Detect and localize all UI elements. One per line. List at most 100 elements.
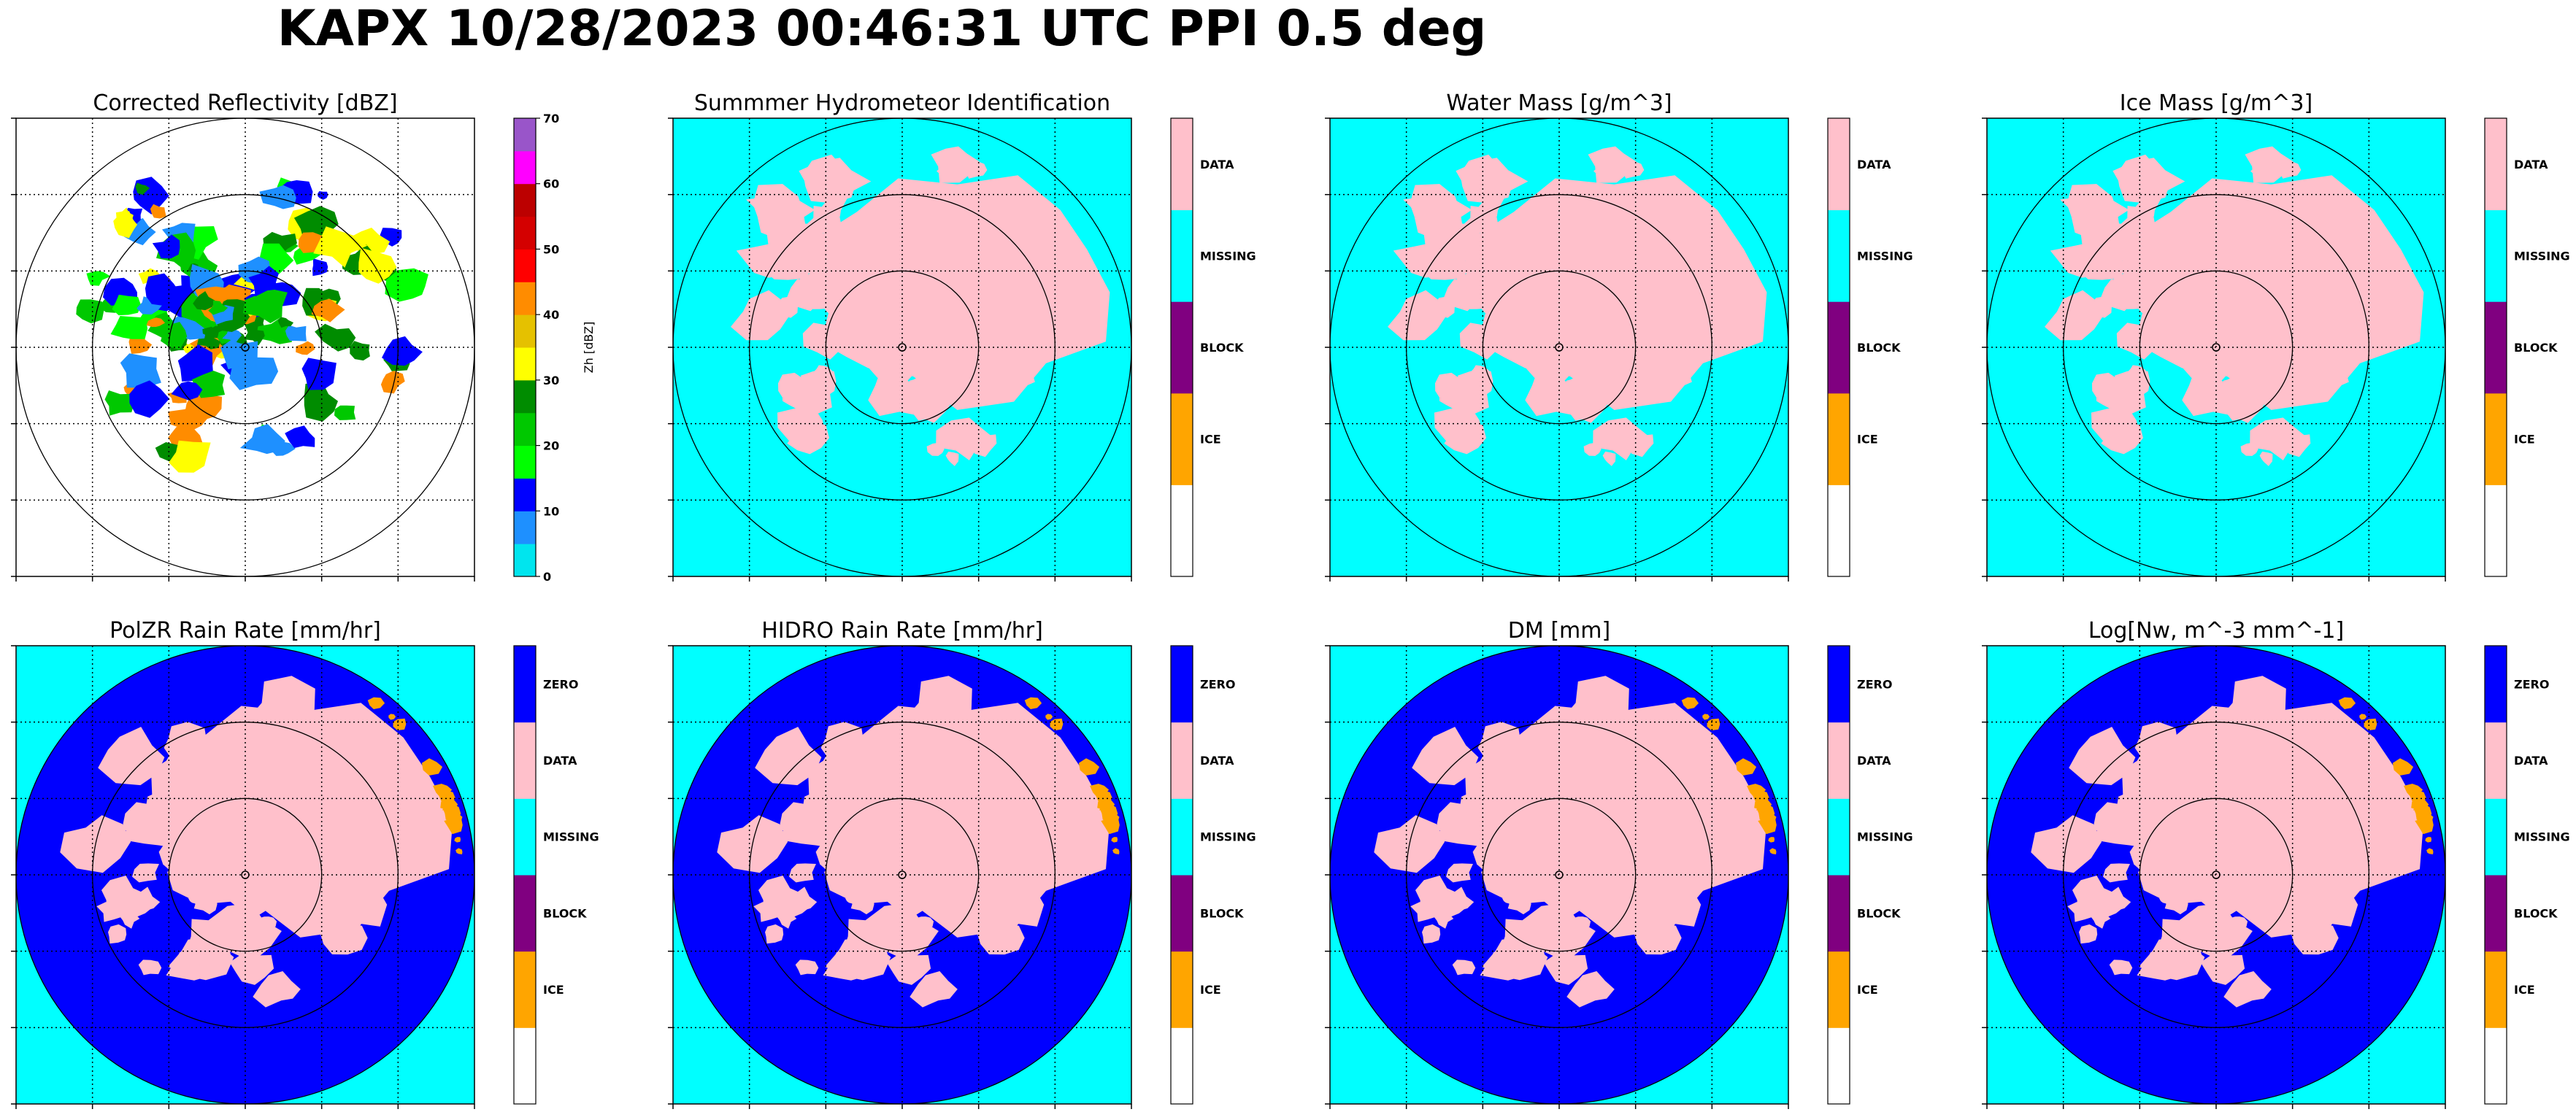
colorbar-segment <box>2485 1027 2507 1105</box>
colorbar-category-label: ICE <box>1200 433 1221 447</box>
colorbar-frame <box>2484 645 2507 1105</box>
echo-region <box>312 258 328 277</box>
panel-title: Ice Mass [g/m^3] <box>2120 90 2312 116</box>
echo-region <box>193 291 215 311</box>
echo-region <box>1593 417 1652 460</box>
colorbar-segment <box>2485 951 2507 1028</box>
colorbar-category-label: MISSING <box>1857 830 1913 844</box>
colorbar-segment <box>2485 393 2507 485</box>
colorbar-tick-label: 70 <box>543 112 559 125</box>
echo-region <box>2277 161 2302 179</box>
edge-echo <box>2366 720 2375 728</box>
colorbar-segment <box>514 314 536 348</box>
echo-region <box>166 951 216 981</box>
plot-area <box>1987 646 2445 1104</box>
colorbar: ICE BLOCK MISSING DATA ZERO <box>2484 645 2570 1105</box>
echo-region <box>886 954 931 985</box>
colorbar-tick-label: 30 <box>543 374 559 387</box>
colorbar-segment <box>514 347 536 381</box>
edge-echo <box>1754 800 1772 810</box>
echo-region <box>208 903 282 962</box>
echo-region <box>1388 290 1445 341</box>
echo-region <box>789 863 816 883</box>
colorbar-segment <box>514 544 536 577</box>
echo-region <box>801 368 837 399</box>
plot-area <box>16 118 474 576</box>
colorbar-segment <box>1828 722 1850 799</box>
echo-region <box>120 353 161 388</box>
colorbar-category-label: BLOCK <box>2514 906 2558 920</box>
colorbar-category-label: BLOCK <box>2514 341 2558 355</box>
echo-region <box>315 323 356 352</box>
edge-echo <box>2426 848 2434 854</box>
colorbar-segment <box>514 875 536 952</box>
radar-site-marker <box>241 343 250 352</box>
colorbar-segment <box>514 183 536 217</box>
colorbar-tick-label: 10 <box>543 504 559 518</box>
colorbar-segment <box>514 478 536 511</box>
echo-region <box>277 317 294 328</box>
panel-title: Summmer Hydrometeor Identification <box>694 90 1110 116</box>
echo-region <box>963 161 988 179</box>
echo-region <box>1465 175 1767 410</box>
edge-echo <box>2359 714 2367 720</box>
echo-region <box>910 393 947 421</box>
colorbar: ICE BLOCK MISSING DATA ZERO <box>513 645 599 1105</box>
echo-region <box>350 341 370 361</box>
echo-region <box>746 189 815 236</box>
echo-region <box>285 325 307 341</box>
colorbar-category-label: MISSING <box>1857 249 1913 263</box>
colorbar: 0 10 20 30 40 50 60 70 Zh [dBZ] <box>513 112 596 584</box>
echo-region <box>2179 903 2253 962</box>
panel-title: Corrected Reflectivity [dBZ] <box>93 90 397 116</box>
echo-region <box>146 317 166 327</box>
colorbar-segment <box>514 150 536 185</box>
edge-echo <box>1028 699 1037 707</box>
radar-panel-1: Corrected Reflectivity [dBZ] 0 10 20 30 40 50 6… <box>11 90 596 584</box>
colorbar-category-label: MISSING <box>543 830 599 844</box>
edge-echo <box>2425 837 2432 843</box>
echo-region <box>1458 368 1493 399</box>
echo-region <box>945 451 959 466</box>
colorbar-frame <box>1827 645 1850 1105</box>
echo-region <box>2096 383 2126 409</box>
edge-echo <box>433 784 453 798</box>
echo-region <box>1433 911 1454 929</box>
colorbar-category-label: BLOCK <box>1857 906 1901 920</box>
colorbar-category-label: ICE <box>1857 983 1878 997</box>
plot-area <box>16 646 474 1104</box>
edge-echo <box>371 699 380 707</box>
echo-region <box>385 268 428 302</box>
panel-title: Log[Nw, m^-3 mm^-1] <box>2088 618 2344 644</box>
colorbar-segment <box>1171 1027 1193 1105</box>
radar-panel-3: Water Mass [g/m^3] ICE BLOCK MISSING DATA <box>1325 90 1913 582</box>
colorbar-category-label: ICE <box>1857 433 1878 447</box>
echo-region <box>865 903 939 962</box>
echo-region <box>382 336 423 366</box>
echo-region <box>301 358 337 390</box>
echo-region <box>2103 863 2130 883</box>
colorbar-segment <box>1171 646 1193 723</box>
colorbar-category-label: DATA <box>2514 158 2548 171</box>
echo-region <box>222 329 242 344</box>
echo-region <box>1602 451 1616 466</box>
echo-region <box>755 727 822 786</box>
colorbar-category-label: ZERO <box>1200 677 1235 691</box>
echo-region <box>1452 959 1476 976</box>
echo-region <box>243 288 288 323</box>
echo-region <box>2078 249 2129 280</box>
echo-region <box>2122 703 2424 938</box>
echo-region <box>98 727 165 786</box>
radar-site-marker <box>898 870 907 879</box>
colorbar-segment <box>514 1027 536 1105</box>
echo-region <box>2133 199 2156 220</box>
echo-region <box>2137 951 2187 981</box>
radar-panel-5: PolZR Rain Rate [mm/hr] ICE BLOCK MISSING DA… <box>11 618 599 1109</box>
colorbar-category-label: ZERO <box>1857 677 1892 691</box>
echo-region <box>2122 175 2424 410</box>
echo-region <box>2250 417 2309 460</box>
colorbar-segment <box>514 798 536 876</box>
colorbar-category-label: BLOCK <box>1200 906 1244 920</box>
edge-echo <box>1111 837 1118 843</box>
